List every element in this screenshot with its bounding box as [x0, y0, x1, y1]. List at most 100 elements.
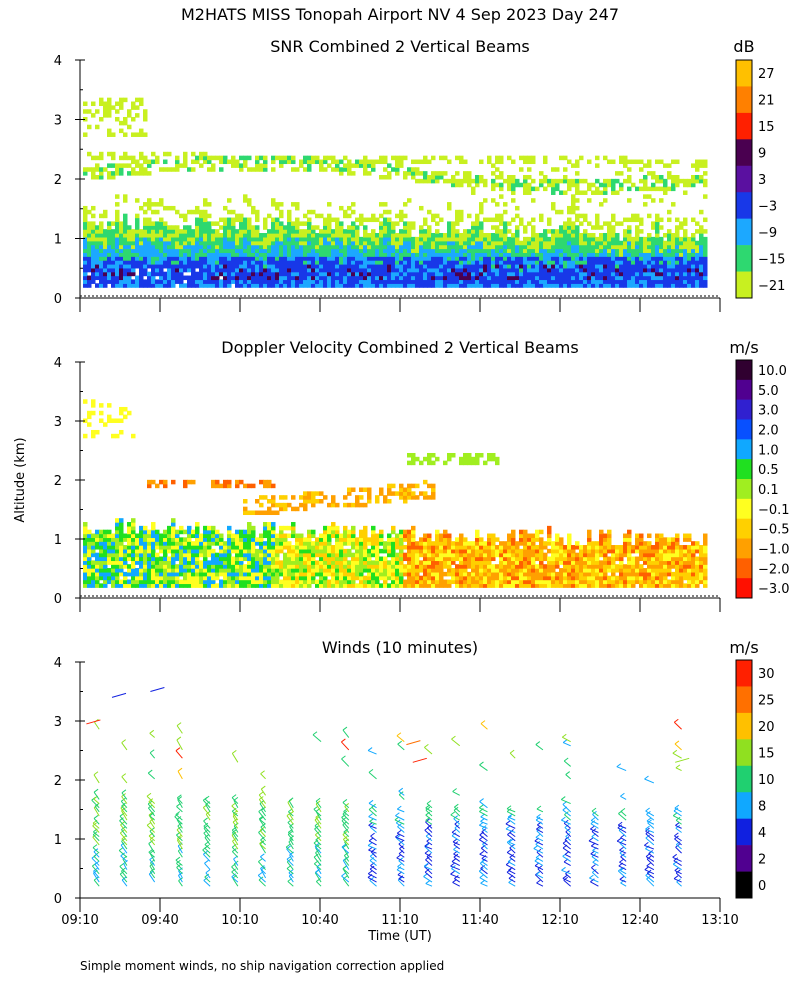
doppler-cell	[119, 429, 124, 435]
snr-cell	[335, 229, 340, 234]
snr-cell	[227, 233, 232, 238]
snr-cell	[391, 283, 396, 288]
snr-cell	[531, 283, 536, 288]
snr-cell	[91, 205, 96, 211]
snr-cell	[367, 236, 372, 242]
snr-cell	[495, 233, 500, 238]
doppler-cell	[151, 533, 156, 539]
snr-cell	[471, 252, 476, 257]
snr-cell	[139, 256, 144, 261]
snr-cell	[91, 225, 96, 230]
doppler-cell	[307, 583, 312, 588]
snr-cell	[523, 256, 528, 261]
snr-cell	[495, 217, 500, 223]
snr-cell	[255, 252, 260, 257]
snr-cell	[279, 163, 284, 168]
snr-cell	[95, 240, 100, 246]
snr-cell	[251, 229, 256, 234]
snr-cell	[315, 233, 320, 238]
snr-cell	[559, 252, 564, 257]
doppler-cell	[139, 529, 144, 535]
doppler-cell	[267, 529, 272, 535]
snr-cell	[627, 279, 632, 284]
snr-cell	[563, 167, 568, 172]
doppler-cell	[171, 545, 176, 550]
snr-cell	[383, 271, 388, 277]
snr-cell	[463, 283, 468, 288]
doppler-cell	[143, 533, 148, 539]
doppler-cell	[131, 433, 136, 439]
snr-cell	[247, 248, 252, 253]
snr-cell	[155, 202, 160, 207]
snr-cell	[111, 275, 116, 281]
snr-cell	[223, 155, 228, 161]
doppler-cell	[443, 556, 448, 562]
snr-cell	[459, 213, 464, 219]
doppler-cell	[415, 545, 420, 550]
snr-cell	[687, 248, 692, 253]
snr-cell	[159, 167, 164, 172]
doppler-cell	[199, 583, 204, 588]
doppler-cell	[247, 560, 252, 565]
doppler-cell	[419, 537, 424, 542]
snr-cell	[155, 267, 160, 273]
snr-cell	[211, 252, 216, 257]
doppler-cell	[411, 495, 416, 500]
snr-cell	[703, 275, 708, 281]
snr-cell	[535, 267, 540, 273]
snr-cell	[627, 275, 632, 281]
snr-cell	[215, 260, 220, 265]
doppler-cell	[151, 479, 156, 485]
snr-cell	[175, 263, 180, 269]
snr-cell	[271, 256, 276, 261]
snr-cell	[607, 225, 612, 230]
snr-cell	[567, 217, 572, 223]
snr-panel	[83, 97, 708, 288]
snr-cell	[611, 159, 616, 165]
doppler-cell	[471, 564, 476, 569]
snr-cell	[535, 252, 540, 257]
snr-cell	[495, 229, 500, 234]
snr-cell	[171, 240, 176, 246]
doppler-cell	[435, 579, 440, 585]
doppler-cell	[207, 537, 212, 542]
snr-cell	[331, 248, 336, 253]
snr-cell	[319, 260, 324, 265]
snr-cell	[595, 263, 600, 269]
doppler-cell	[311, 541, 316, 546]
doppler-cell	[439, 575, 444, 581]
doppler-cell	[475, 460, 480, 466]
doppler-cell	[131, 560, 136, 565]
snr-cell	[447, 248, 452, 253]
snr-cell	[427, 275, 432, 281]
snr-cell	[391, 275, 396, 281]
doppler-cell	[403, 529, 408, 535]
snr-cell	[95, 229, 100, 234]
snr-cell	[619, 240, 624, 246]
snr-cell	[539, 260, 544, 265]
doppler-cell	[443, 583, 448, 588]
snr-cell	[403, 236, 408, 242]
doppler-cell	[379, 564, 384, 569]
snr-cell	[539, 256, 544, 261]
snr-cell	[343, 213, 348, 219]
snr-cell	[319, 267, 324, 273]
snr-cell	[191, 279, 196, 284]
snr-cell	[403, 252, 408, 257]
snr-cell	[363, 236, 368, 242]
doppler-cell	[447, 568, 452, 573]
doppler-cell	[99, 410, 104, 416]
snr-cell	[487, 244, 492, 250]
snr-cell	[495, 175, 500, 180]
doppler-cell	[207, 579, 212, 585]
doppler-cell	[495, 456, 500, 462]
snr-cell	[679, 225, 684, 230]
snr-cell	[187, 263, 192, 269]
snr-cell	[335, 263, 340, 269]
doppler-cell	[459, 545, 464, 550]
snr-cell	[131, 159, 136, 165]
snr-cell	[647, 252, 652, 257]
snr-cell	[163, 263, 168, 269]
doppler-cell	[203, 552, 208, 558]
doppler-cell	[391, 545, 396, 550]
